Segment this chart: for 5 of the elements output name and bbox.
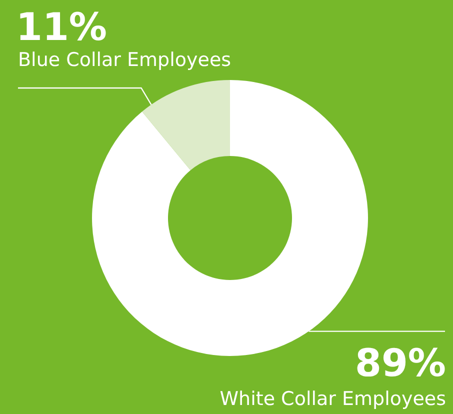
slice-label: White Collar Employees xyxy=(220,388,446,410)
donut-slice xyxy=(142,80,230,170)
data-label: 11% xyxy=(16,5,107,49)
slice-label: Blue Collar Employees xyxy=(18,49,232,71)
data-label: 89% xyxy=(355,341,446,385)
